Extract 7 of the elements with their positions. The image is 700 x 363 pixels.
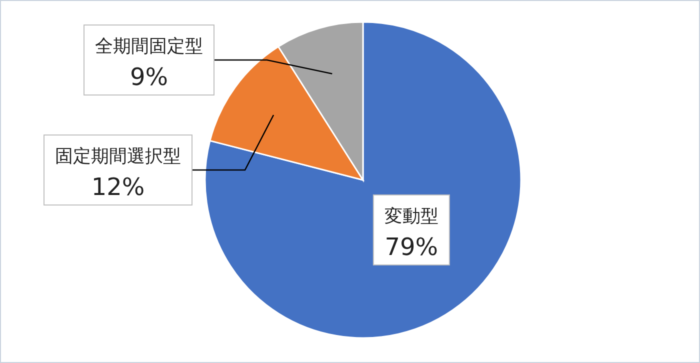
data-label: 79%: [384, 232, 438, 261]
slice-label: 変動型: [384, 206, 438, 227]
pie-slice: [204, 21, 522, 339]
data-label: 12%: [91, 173, 145, 201]
slice-label: 固定期間選択型: [55, 146, 181, 167]
slice-label: 全期間固定型: [95, 36, 203, 57]
data-label: 9%: [130, 63, 168, 91]
